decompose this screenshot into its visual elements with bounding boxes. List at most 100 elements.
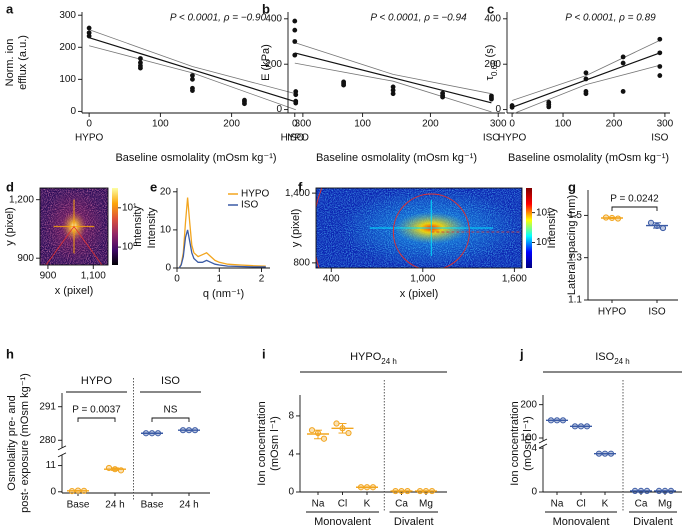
x-tick-label: 2: [259, 274, 265, 285]
x-tick-label: Ca: [635, 499, 648, 510]
point: [416, 487, 424, 495]
sector: [45, 226, 75, 265]
x-tick-label: 200: [422, 119, 439, 130]
x-axis-label: q (nm⁻¹): [203, 288, 244, 300]
y-tick-label: 0: [165, 263, 171, 274]
x-tick-label: 0: [174, 274, 180, 285]
point: [657, 36, 663, 42]
point: [292, 18, 298, 24]
x-tick-label: 900: [40, 271, 57, 282]
point: [179, 427, 187, 434]
point: [154, 430, 162, 437]
point: [242, 101, 247, 107]
point: [190, 73, 195, 78]
fit-ci: [88, 29, 296, 95]
y-tick-label: 300: [59, 10, 76, 21]
point: [142, 430, 150, 437]
point: [647, 219, 655, 226]
y-tick-label: 800: [293, 258, 310, 269]
image-frame: [315, 187, 523, 269]
fit-line: [88, 37, 296, 103]
point: [422, 487, 430, 495]
point: [390, 87, 396, 93]
point: [392, 487, 399, 495]
y-tick-label: 100: [59, 74, 76, 85]
x-tick-label: 0: [292, 119, 298, 130]
y-tick-label: 1,400: [285, 188, 310, 199]
point: [390, 91, 396, 97]
x-tick-label: 200: [606, 119, 623, 130]
y-tick-label: 0: [70, 106, 76, 117]
annotation: P < 0.0001, ρ = −0.90: [170, 13, 267, 24]
point: [148, 430, 156, 437]
colorbar-label: Intensity: [132, 206, 144, 247]
y-axis-label: Osmolality pre- and: [6, 395, 18, 490]
point: [571, 423, 579, 430]
x-tick-label: K: [602, 499, 609, 510]
image: [316, 188, 522, 268]
bracket-label: NS: [164, 405, 178, 416]
x-tick-label: 100: [354, 119, 371, 130]
point: [602, 214, 610, 221]
point: [595, 450, 603, 457]
bracket: [77, 417, 116, 422]
point: [80, 487, 88, 494]
point: [292, 39, 298, 44]
point: [614, 215, 622, 222]
y-tick-label: 1.1: [568, 295, 582, 306]
point: [659, 224, 667, 232]
point: [631, 487, 639, 495]
point: [583, 70, 589, 76]
x-tick-label: Mg: [419, 499, 433, 510]
point: [191, 427, 199, 434]
fit-ci: [511, 40, 660, 101]
fit-ci: [88, 45, 296, 111]
point: [489, 96, 494, 102]
panel-title: HYPO24 h: [350, 351, 397, 366]
x-tick-label: 300: [657, 119, 674, 130]
y-tick-label: 11: [46, 460, 57, 471]
point: [105, 464, 113, 472]
bracket: [611, 206, 658, 211]
x-marker-label: ISO: [651, 133, 668, 144]
x-tick-label: 24 h: [179, 500, 198, 511]
x-tick-label: HYPO: [598, 307, 627, 318]
colorbar-tick-label: 10¹: [536, 207, 551, 218]
y-tick-label: 0: [276, 104, 282, 115]
y-axis-label: E (kPa): [260, 44, 272, 81]
point: [637, 487, 645, 495]
point: [363, 484, 371, 491]
y-tick-label: 4: [531, 443, 537, 454]
x-tick-label: 1,600: [502, 274, 527, 285]
y-tick-label: 280: [39, 435, 56, 446]
panel-letter: b: [262, 1, 270, 16]
point: [655, 487, 663, 495]
point: [138, 65, 143, 71]
image-frame: [39, 187, 109, 266]
y-tick-label: 20: [160, 186, 172, 197]
y-tick-label: 200: [265, 59, 282, 70]
point: [292, 27, 298, 33]
axis-break: [538, 443, 548, 449]
x-tick-label: 300: [295, 119, 312, 130]
x-tick-label: 0: [86, 119, 92, 130]
point: [333, 420, 340, 427]
y-axis-label-unit: (s): [484, 45, 496, 58]
x-tick-label: 100: [152, 119, 169, 130]
point: [657, 64, 663, 69]
x-axis-label: x (pixel): [55, 285, 94, 297]
point: [86, 33, 92, 39]
x-tick-label: Na: [312, 499, 325, 510]
panel-letter: g: [568, 179, 576, 194]
colorbar-tick-label: 10¹: [122, 202, 137, 213]
colorbar-tick-label: 10⁰: [536, 237, 551, 248]
point: [583, 91, 589, 97]
x-tick-label: ISO: [648, 307, 665, 318]
y-tick-label: 400: [484, 13, 501, 24]
point: [607, 450, 615, 457]
panel-letter: e: [150, 179, 157, 194]
x-tick-label: Mg: [658, 499, 672, 510]
bracket-label: P = 0.0037: [72, 405, 121, 416]
point: [190, 88, 195, 93]
panel-title: ISO24 h: [595, 351, 630, 366]
